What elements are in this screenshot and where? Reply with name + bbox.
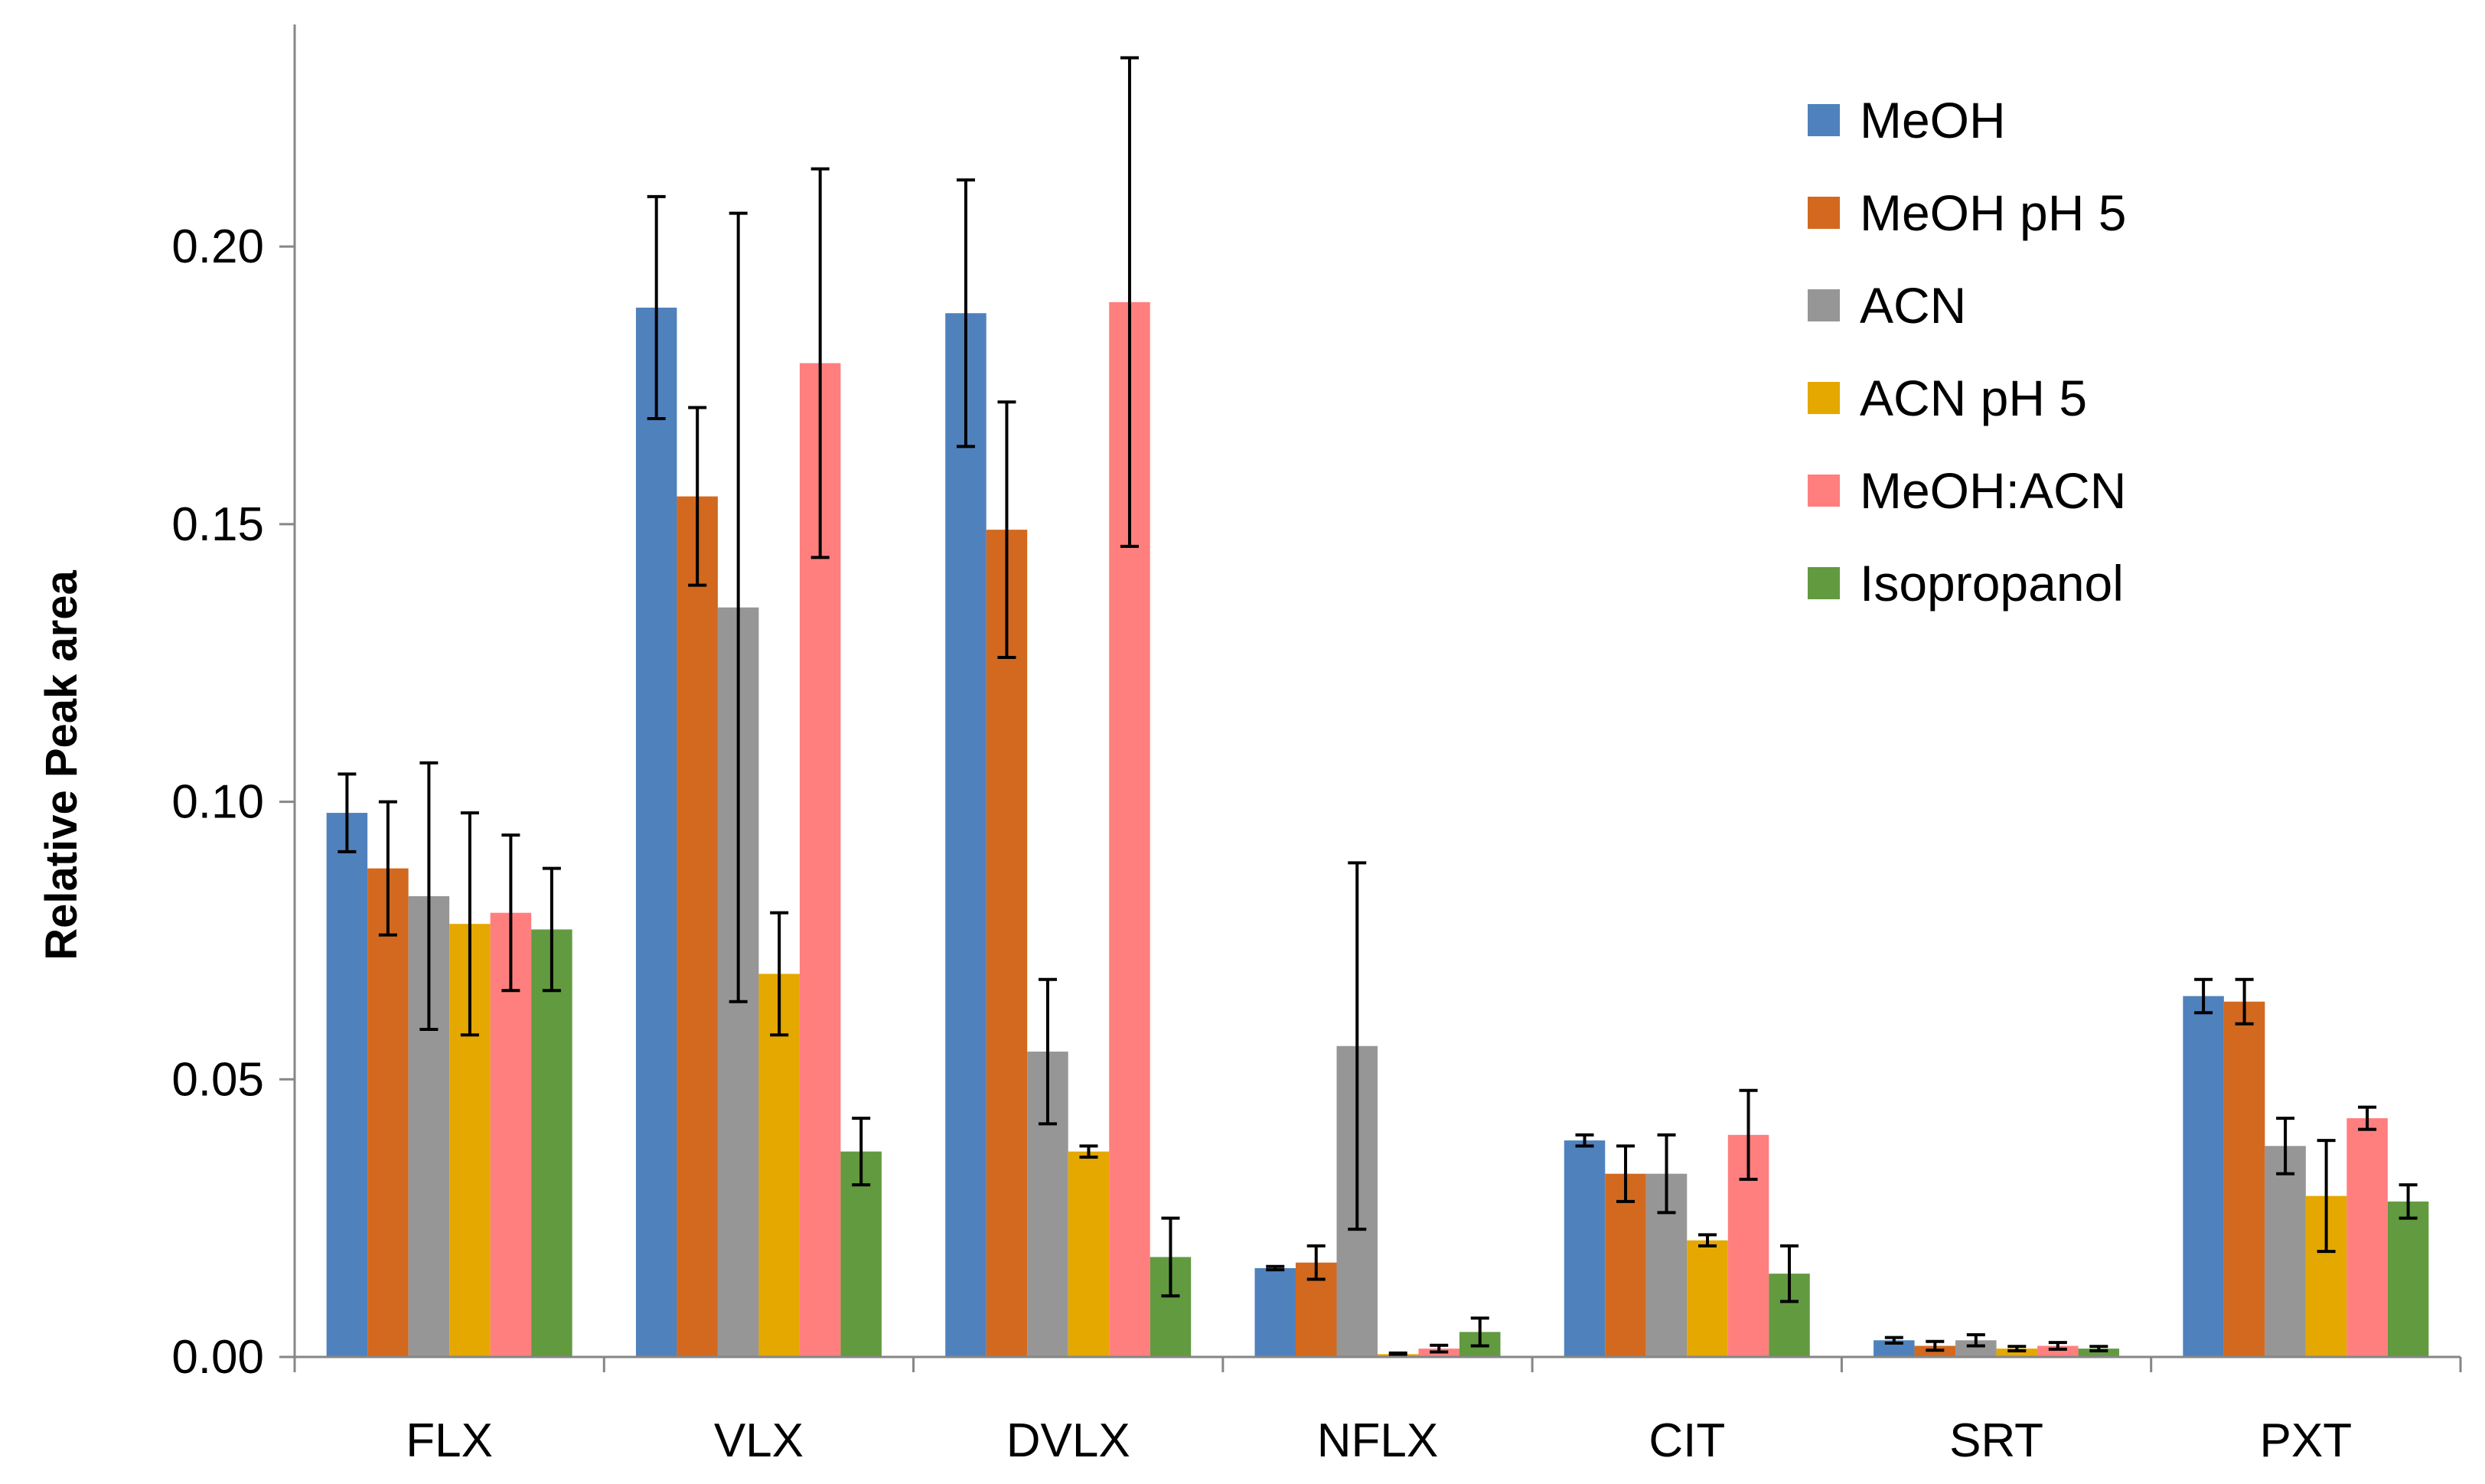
error-bar-flx-meoh-ph-5 bbox=[378, 800, 397, 937]
legend-label: MeOH:ACN bbox=[1860, 462, 2126, 519]
error-bar-srt-meoh bbox=[1884, 1336, 1903, 1345]
bar-cit-meoh-ph-5 bbox=[1605, 1173, 1646, 1357]
bar-flx-meoh-ph-5 bbox=[367, 868, 409, 1357]
bar-pxt-meoh bbox=[2183, 996, 2224, 1357]
error-bar-vlx-meoh-acn bbox=[810, 167, 830, 559]
legend-swatch bbox=[1808, 197, 1840, 229]
y-tick-label: 0.05 bbox=[171, 1053, 264, 1106]
error-bar-flx-acn bbox=[419, 761, 439, 1032]
error-bar-cit-meoh-ph-5 bbox=[1616, 1144, 1635, 1203]
error-bar-cit-meoh bbox=[1575, 1133, 1594, 1148]
x-tick-label-nflx: NFLX bbox=[1317, 1414, 1438, 1467]
error-bar-vlx-meoh-ph-5 bbox=[688, 406, 707, 587]
legend-swatch bbox=[1808, 382, 1840, 414]
bar-nflx-meoh bbox=[1254, 1267, 1296, 1357]
y-tick-label: 0.10 bbox=[171, 776, 264, 829]
legend-swatch bbox=[1808, 475, 1840, 507]
error-bar-flx-meoh bbox=[338, 772, 357, 853]
legend-item-meoh-ph-5: MeOH pH 5 bbox=[1808, 184, 2126, 241]
error-bar-pxt-meoh-ph-5 bbox=[2235, 977, 2254, 1026]
bar-vlx-acn-ph-5 bbox=[758, 974, 800, 1357]
x-tick-label-vlx: VLX bbox=[714, 1414, 804, 1467]
error-bar-vlx-acn-ph-5 bbox=[770, 911, 789, 1037]
y-axis-title: Relative Peak area bbox=[37, 570, 86, 961]
legend-label: ACN pH 5 bbox=[1860, 370, 2087, 426]
bar-cit-meoh bbox=[1564, 1140, 1606, 1357]
error-bar-vlx-meoh bbox=[647, 194, 666, 421]
error-bar-nflx-isopropanol bbox=[1470, 1316, 1489, 1348]
bar-dvlx-meoh-ph-5 bbox=[986, 530, 1028, 1357]
legend-label: Isopropanol bbox=[1860, 555, 2124, 612]
bar-flx-meoh bbox=[326, 813, 368, 1357]
x-tick-label-dvlx: DVLX bbox=[1006, 1414, 1130, 1467]
error-bar-srt-acn-ph-5 bbox=[2007, 1345, 2027, 1353]
bar-pxt-acn bbox=[2265, 1146, 2306, 1357]
bar-vlx-meoh-ph-5 bbox=[677, 496, 718, 1357]
error-bar-srt-meoh-ph-5 bbox=[1926, 1339, 1945, 1352]
error-bar-dvlx-isopropanol bbox=[1161, 1216, 1180, 1298]
x-tick-label-flx: FLX bbox=[406, 1414, 493, 1467]
bar-vlx-meoh bbox=[635, 307, 677, 1357]
error-bar-pxt-acn bbox=[2276, 1117, 2295, 1176]
legend-swatch bbox=[1808, 104, 1840, 136]
error-bar-pxt-acn-ph-5 bbox=[2317, 1139, 2336, 1254]
x-tick-label-pxt: PXT bbox=[2260, 1414, 2353, 1467]
error-bar-nflx-meoh-ph-5 bbox=[1306, 1244, 1326, 1281]
legend-label: MeOH pH 5 bbox=[1860, 184, 2126, 241]
legend-item-isopropanol: Isopropanol bbox=[1808, 555, 2124, 612]
error-bar-dvlx-acn-ph-5 bbox=[1079, 1144, 1098, 1159]
bar-flx-isopropanol bbox=[531, 929, 572, 1357]
error-bar-pxt-isopropanol bbox=[2399, 1183, 2418, 1220]
error-bar-pxt-meoh-acn bbox=[2358, 1105, 2377, 1131]
error-bar-dvlx-meoh-ph-5 bbox=[997, 400, 1016, 659]
error-bar-nflx-acn bbox=[1348, 861, 1367, 1231]
error-bar-vlx-acn bbox=[729, 211, 748, 1003]
bar-srt-meoh-acn bbox=[2037, 1345, 2079, 1357]
error-bar-cit-isopropanol bbox=[1780, 1244, 1799, 1303]
legend-item-acn: ACN bbox=[1808, 277, 1966, 334]
bar-srt-acn bbox=[1955, 1340, 1997, 1357]
error-bar-flx-meoh-acn bbox=[501, 833, 520, 993]
error-bar-srt-meoh-acn bbox=[2048, 1341, 2067, 1351]
error-bar-dvlx-acn bbox=[1038, 977, 1057, 1126]
error-bar-dvlx-meoh-acn bbox=[1120, 56, 1139, 548]
error-bar-nflx-meoh-acn bbox=[1430, 1343, 1449, 1354]
bar-srt-meoh bbox=[1874, 1340, 1915, 1357]
legend-swatch bbox=[1808, 567, 1840, 599]
legend-label: ACN bbox=[1860, 277, 1966, 334]
y-tick-label: 0.20 bbox=[171, 220, 264, 273]
y-tick-label: 0.00 bbox=[171, 1331, 264, 1384]
legend-item-acn-ph-5: ACN pH 5 bbox=[1808, 370, 2087, 426]
bar-dvlx-acn-ph-5 bbox=[1068, 1151, 1110, 1357]
bar-pxt-meoh-ph-5 bbox=[2223, 1001, 2265, 1357]
bar-srt-isopropanol bbox=[2078, 1349, 2120, 1357]
bar-srt-acn-ph-5 bbox=[1996, 1349, 2038, 1357]
legend-item-meoh: MeOH bbox=[1808, 92, 2006, 148]
error-bar-cit-meoh-acn bbox=[1739, 1088, 1758, 1181]
error-bar-srt-isopropanol bbox=[2089, 1345, 2108, 1353]
bar-pxt-meoh-acn bbox=[2346, 1118, 2388, 1357]
bar-pxt-isopropanol bbox=[2387, 1201, 2429, 1357]
legend-swatch bbox=[1808, 289, 1840, 321]
error-bar-vlx-isopropanol bbox=[852, 1117, 871, 1187]
legend-item-meoh-acn: MeOH:ACN bbox=[1808, 462, 2126, 519]
bar-dvlx-meoh bbox=[945, 313, 986, 1357]
error-bar-cit-acn-ph-5 bbox=[1698, 1233, 1717, 1248]
error-bar-pxt-meoh bbox=[2194, 977, 2213, 1015]
error-bar-srt-acn bbox=[1966, 1332, 1985, 1348]
bar-cit-acn-ph-5 bbox=[1687, 1240, 1728, 1357]
x-tick-label-srt: SRT bbox=[1949, 1414, 2043, 1467]
legend-label: MeOH bbox=[1860, 92, 2006, 148]
error-bar-cit-acn bbox=[1657, 1133, 1676, 1215]
error-bar-nflx-meoh bbox=[1266, 1264, 1285, 1272]
error-bar-nflx-acn-ph-5 bbox=[1388, 1351, 1407, 1357]
x-tick-label-cit: CIT bbox=[1649, 1414, 1725, 1467]
error-bar-flx-isopropanol bbox=[542, 866, 561, 993]
error-bar-dvlx-meoh bbox=[956, 178, 975, 448]
error-bar-flx-acn-ph-5 bbox=[460, 811, 479, 1037]
y-tick-label: 0.15 bbox=[171, 498, 264, 551]
